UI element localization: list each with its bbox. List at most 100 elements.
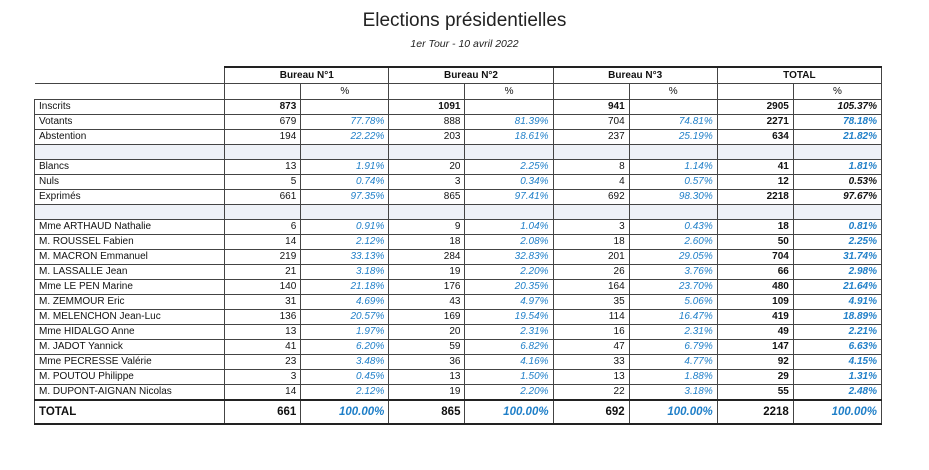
row-label: M. MACRON Emmanuel bbox=[33, 249, 226, 265]
count-cell: 136 bbox=[224, 309, 302, 325]
count-cell: 661 bbox=[224, 189, 302, 205]
candidate-row: Mme HIDALGO Anne 13 1.97% 20 2.31% 16 2.31% 49 2… bbox=[33, 324, 883, 340]
total-count-cell: 704 bbox=[716, 249, 794, 265]
total-percent-cell: 18.89% bbox=[792, 309, 883, 325]
count-cell: 41 bbox=[224, 339, 302, 355]
separator-cell bbox=[33, 204, 226, 220]
count-cell: 176 bbox=[388, 279, 466, 295]
count-cell: 36 bbox=[388, 354, 466, 370]
row-label: M. JADOT Yannick bbox=[33, 339, 226, 355]
row-label: Exprimés bbox=[33, 189, 226, 205]
percent-cell: 33.13% bbox=[300, 249, 390, 265]
percent-cell: 18.61% bbox=[464, 129, 554, 145]
separator-cell bbox=[792, 144, 883, 160]
separator-cell bbox=[300, 144, 390, 160]
header-row-bureaux: Bureau N°1 Bureau N°2 Bureau N°3 TOTAL bbox=[34, 66, 883, 84]
candidate-row: Mme LE PEN Marine 140 21.18% 176 20.35% 164 23… bbox=[33, 279, 883, 295]
candidate-row: M. MELENCHON Jean-Luc 136 20.57% 169 19.54% 1… bbox=[33, 309, 883, 325]
total-row: TOTAL 661 100.00% 865 100.00% 692 100.00% 2218 1… bbox=[33, 399, 883, 425]
percent-cell: 2.12% bbox=[300, 384, 390, 401]
percent-cell: 4.97% bbox=[464, 294, 554, 310]
total-count-cell: 49 bbox=[716, 324, 794, 340]
total-percent-cell: 21.82% bbox=[792, 129, 883, 145]
total-count-cell: 2218 bbox=[716, 399, 794, 425]
total-count-cell: 66 bbox=[716, 264, 794, 280]
separator-cell bbox=[792, 204, 883, 220]
percent-cell: 97.41% bbox=[464, 189, 554, 205]
count-cell: 18 bbox=[388, 234, 466, 250]
total-count-cell: 55 bbox=[716, 384, 794, 401]
total-percent-cell: 1.31% bbox=[792, 369, 883, 385]
row-label: Mme LE PEN Marine bbox=[33, 279, 226, 295]
percent-cell: 20.35% bbox=[464, 279, 554, 295]
candidate-row: Mme ARTHAUD Nathalie 6 0.91% 9 1.04% 3 0.43% 18… bbox=[33, 219, 883, 235]
count-cell: 5 bbox=[224, 174, 302, 190]
count-cell: 194 bbox=[224, 129, 302, 145]
separator-cell bbox=[552, 204, 630, 220]
count-cell: 704 bbox=[552, 114, 630, 130]
percent-cell: 4.69% bbox=[300, 294, 390, 310]
header-num-cell bbox=[716, 83, 794, 100]
percent-cell: 0.74% bbox=[300, 174, 390, 190]
percent-cell: 3.18% bbox=[300, 264, 390, 280]
total-percent-cell: 6.63% bbox=[792, 339, 883, 355]
total-count-cell: 92 bbox=[716, 354, 794, 370]
count-cell: 941 bbox=[552, 99, 630, 115]
count-cell: 35 bbox=[552, 294, 630, 310]
percent-cell: 3.76% bbox=[628, 264, 718, 280]
total-percent-cell: 100.00% bbox=[792, 399, 883, 425]
percent-cell: 1.88% bbox=[628, 369, 718, 385]
separator-cell bbox=[300, 204, 390, 220]
count-cell: 18 bbox=[552, 234, 630, 250]
total-count-cell: 480 bbox=[716, 279, 794, 295]
count-cell: 22 bbox=[552, 384, 630, 401]
percent-cell: 6.82% bbox=[464, 339, 554, 355]
total-percent-cell: 21.64% bbox=[792, 279, 883, 295]
percent-cell: 19.54% bbox=[464, 309, 554, 325]
page-subtitle: 1er Tour - 10 avril 2022 bbox=[410, 38, 519, 50]
percent-cell: 5.06% bbox=[628, 294, 718, 310]
separator-cell bbox=[224, 144, 302, 160]
percent-cell: 1.04% bbox=[464, 219, 554, 235]
total-count-cell: 147 bbox=[716, 339, 794, 355]
percent-cell: 2.60% bbox=[628, 234, 718, 250]
total-percent-cell: 4.91% bbox=[792, 294, 883, 310]
percent-cell: 2.31% bbox=[628, 324, 718, 340]
header-pct-total: % bbox=[792, 83, 883, 100]
percent-cell: 0.43% bbox=[628, 219, 718, 235]
percent-cell: 0.34% bbox=[464, 174, 554, 190]
row-label: TOTAL bbox=[33, 399, 226, 425]
row-label: M. MELENCHON Jean-Luc bbox=[33, 309, 226, 325]
percent-cell: 100.00% bbox=[464, 399, 554, 425]
candidate-row: M. POUTOU Philippe 3 0.45% 13 1.50% 13 1.88% 29… bbox=[33, 369, 883, 385]
separator-cell bbox=[464, 204, 554, 220]
count-cell: 33 bbox=[552, 354, 630, 370]
percent-cell: 97.35% bbox=[300, 189, 390, 205]
total-count-cell: 29 bbox=[716, 369, 794, 385]
percent-cell: 100.00% bbox=[628, 399, 718, 425]
total-percent-cell: 0.81% bbox=[792, 219, 883, 235]
header-blank bbox=[34, 83, 226, 100]
percent-cell: 2.31% bbox=[464, 324, 554, 340]
separator-row bbox=[33, 204, 883, 220]
total-percent-cell: 2.98% bbox=[792, 264, 883, 280]
count-cell: 43 bbox=[388, 294, 466, 310]
percent-cell: 22.22% bbox=[300, 129, 390, 145]
percent-cell: 2.20% bbox=[464, 384, 554, 401]
percent-cell: 81.39% bbox=[464, 114, 554, 130]
percent-cell: 25.19% bbox=[628, 129, 718, 145]
header-blank bbox=[34, 67, 226, 84]
count-cell: 20 bbox=[388, 324, 466, 340]
total-count-cell: 12 bbox=[716, 174, 794, 190]
count-cell: 219 bbox=[224, 249, 302, 265]
percent-cell: 29.05% bbox=[628, 249, 718, 265]
separator-cell bbox=[628, 144, 718, 160]
percent-cell: 3.48% bbox=[300, 354, 390, 370]
count-cell: 888 bbox=[388, 114, 466, 130]
count-cell: 23 bbox=[224, 354, 302, 370]
candidate-row: M. DUPONT-AIGNAN Nicolas 14 2.12% 19 2.20% 22… bbox=[33, 384, 883, 401]
count-cell: 865 bbox=[388, 189, 466, 205]
count-cell: 19 bbox=[388, 384, 466, 401]
summary-row: Abstention 194 22.22% 203 18.61% 237 25.19% 634… bbox=[33, 129, 883, 145]
count-cell: 19 bbox=[388, 264, 466, 280]
